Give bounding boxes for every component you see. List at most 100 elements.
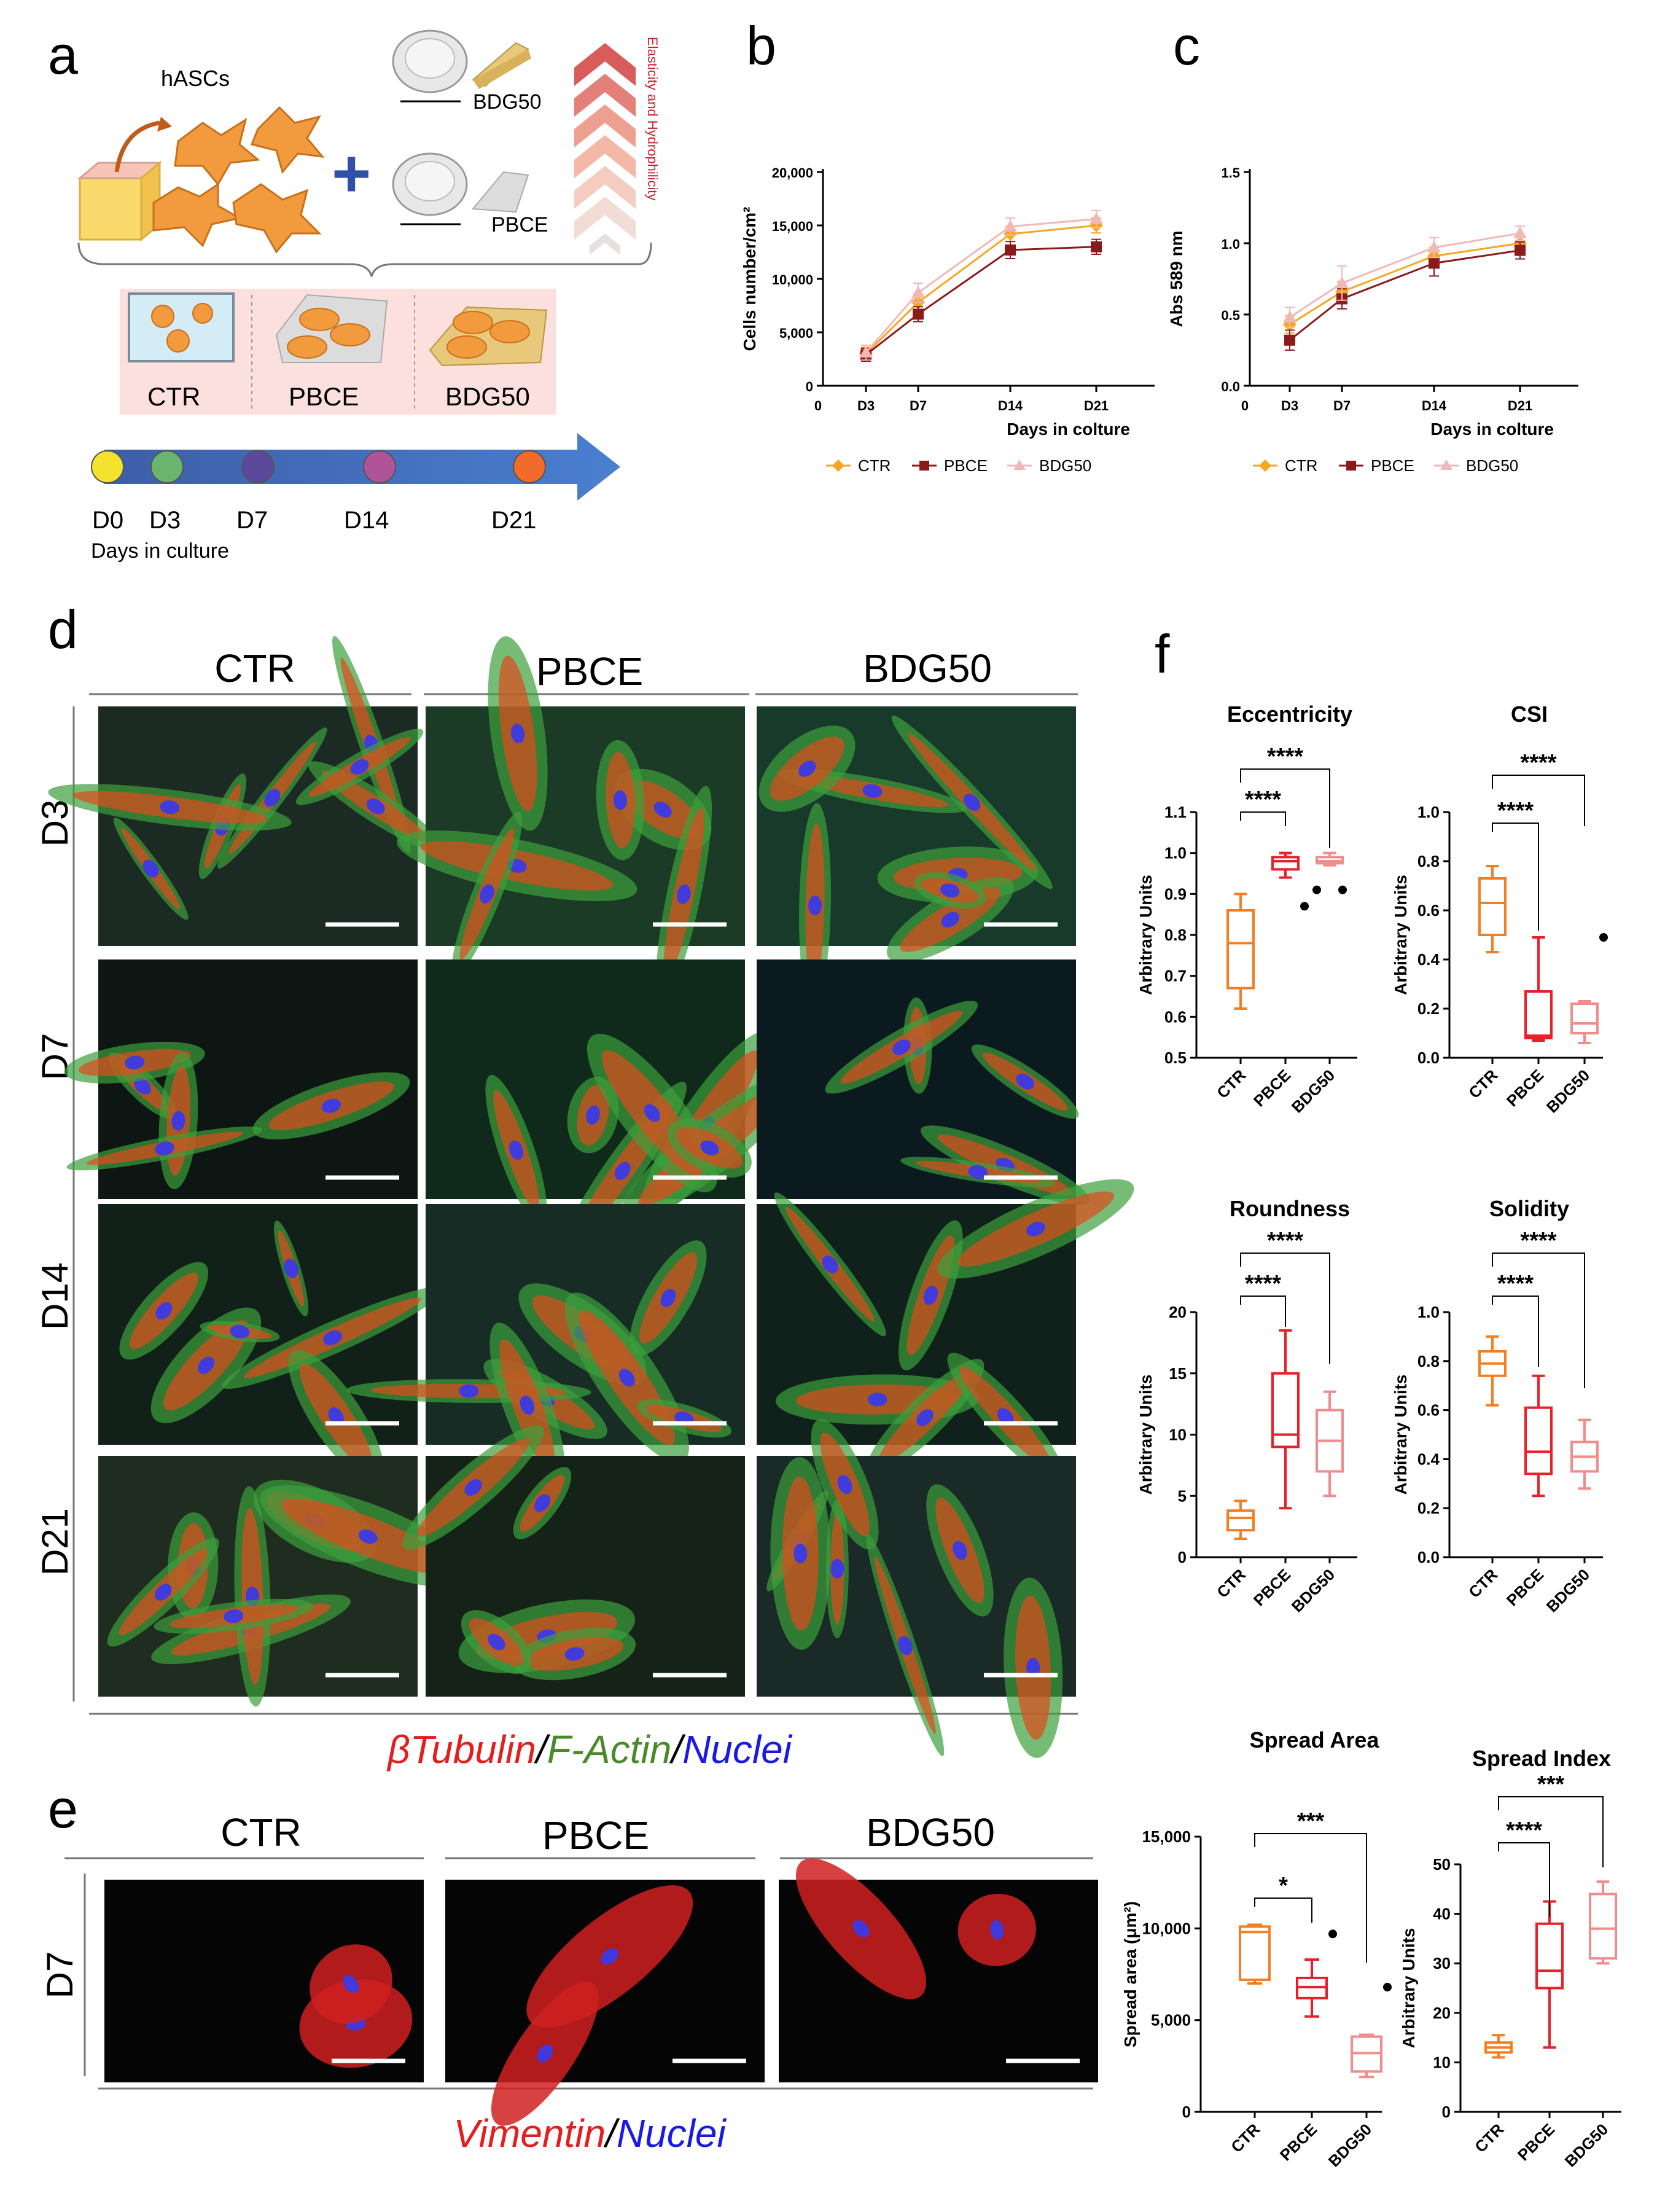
nucleus (1016, 1074, 1034, 1090)
micrograph-d14-bdg50 (757, 1179, 1134, 1481)
nucleus (830, 1558, 844, 1579)
x-axis-label: Days in colture (1007, 420, 1130, 439)
pbce-label: PBCE (491, 213, 548, 236)
significance-bracket (1240, 768, 1330, 848)
nucleus (990, 1920, 1004, 1940)
outlier-point (1300, 902, 1309, 911)
nucleus (459, 1384, 479, 1398)
y-tick-label: 10 (1433, 2053, 1451, 2071)
y-tick-label: 1.0 (1417, 1303, 1440, 1321)
pbce-seeded-icon (275, 294, 388, 363)
data-point-bdg50 (911, 286, 925, 298)
nucleus (644, 1104, 661, 1122)
legend-marker (1440, 459, 1452, 470)
box-ctr (1226, 1509, 1255, 1532)
significance-bracket (1240, 811, 1286, 826)
timeline-label-d14: D14 (344, 507, 389, 534)
outlier-point (1312, 885, 1321, 894)
y-tick-label: 50 (1433, 1855, 1451, 1874)
panel-d-col-bdg50: BDG50 (863, 646, 992, 690)
y-axis-label: Abs 589 nm (1167, 230, 1186, 327)
nucleus (852, 1920, 870, 1937)
series-line-bdg50 (1289, 232, 1521, 318)
y-tick-label: 0.6 (1164, 1007, 1187, 1026)
y-tick-label: 0.2 (1417, 1499, 1440, 1517)
micrograph-d14-ctr (98, 1204, 443, 1483)
box-pbce (1535, 1922, 1564, 1990)
outlier-point (1328, 1929, 1337, 1939)
nucleus (892, 1039, 911, 1055)
x-tick-label-bdg50: BDG50 (1288, 1565, 1339, 1616)
y-axis-label: Spread area (μm²) (1121, 1901, 1140, 2047)
micrograph-d14-pbce (346, 1204, 745, 1488)
group-label-ctr: CTR (147, 382, 200, 411)
significance-label: **** (1245, 787, 1281, 813)
nucleus (284, 1259, 298, 1278)
y-tick-label: 0.7 (1164, 967, 1187, 985)
panel-d-col-pbce: PBCE (536, 649, 643, 694)
y-tick-label: 10,000 (772, 272, 813, 287)
y-axis-label: Arbitrary Units (1136, 875, 1155, 995)
nucleus (862, 784, 883, 798)
x-tick-label: D7 (1333, 398, 1351, 413)
x-tick-label-bdg50: BDG50 (1288, 1066, 1339, 1117)
outlier-point (1383, 1982, 1392, 1991)
panel-b-chart: b 0 5,000 10,000 15,000 20,000 0 D3 D7 D14 D21 Days… (740, 15, 1155, 475)
x-tick-label-ctr: CTR (1213, 1565, 1249, 1601)
panel-e-col-bdg50: BDG50 (866, 1810, 995, 1854)
x-tick-label-pbce: PBCE (1503, 1066, 1547, 1110)
x-tick-label-bdg50: BDG50 (1561, 2120, 1612, 2171)
micrograph-d7-pbce (426, 959, 804, 1260)
x-tick-label-bdg50: BDG50 (1325, 2120, 1376, 2171)
data-point-bdg50 (1004, 219, 1017, 232)
legend-marker (1259, 459, 1271, 472)
nucleus (614, 1162, 631, 1180)
data-point-bdg50 (1090, 212, 1103, 224)
elasticity-label: Elasticity and Hydrophilicity (645, 37, 660, 201)
nucleus (160, 800, 180, 815)
y-tick-label: 15,000 (1142, 1827, 1191, 1846)
legend-label-ctr: CTR (858, 456, 891, 475)
x-tick-label-ctr: CTR (1471, 2120, 1507, 2156)
legend-label-ctr: CTR (1285, 456, 1317, 475)
timeline-label-d3: D3 (149, 507, 181, 534)
y-tick-label: 0.5 (1221, 308, 1240, 323)
nucleus (793, 1543, 808, 1563)
nucleus (564, 1647, 585, 1661)
panel-e-col-ctr: CTR (220, 1810, 302, 1854)
micrograph-d7-ctr (64, 959, 418, 1199)
group-label-pbce: PBCE (289, 382, 359, 411)
caption-actin: F-Actin (547, 1727, 672, 1772)
nucleus (677, 884, 691, 904)
significance-label: **** (1506, 1818, 1542, 1843)
caption-vimentin: Vimentin (453, 2111, 606, 2155)
nucleus (511, 724, 525, 743)
nucleus (154, 1584, 172, 1601)
x-tick-label: D3 (857, 398, 875, 413)
nucleus (520, 1395, 535, 1415)
nucleus (534, 1494, 550, 1512)
nucleus (134, 1077, 151, 1095)
y-tick-label: 0.9 (1164, 885, 1187, 903)
panel-e-letter: e (48, 1778, 78, 1839)
significance-bracket (1240, 1296, 1286, 1327)
significance-bracket (1254, 1833, 1367, 1963)
y-axis-label: Arbitrary Units (1136, 1374, 1155, 1495)
y-tick-label: 0.6 (1417, 1401, 1440, 1420)
panel-e-col-pbce: PBCE (542, 1813, 649, 1858)
chart-title: Spread Area (1250, 1727, 1380, 1753)
panel-d-row-d14: D14 (34, 1262, 76, 1330)
nucleus (366, 798, 385, 815)
nucleus (328, 1407, 344, 1426)
y-tick-label: 0 (806, 379, 813, 394)
data-point-pbce (1091, 241, 1102, 252)
nucleus (197, 1356, 215, 1374)
significance-label: * (1279, 1873, 1288, 1899)
panel-d: d CTR PBCE BDG50 D3 D7 D14 D21 βTubulin/… (34, 599, 1134, 1772)
chart-title: Roundness (1230, 1196, 1350, 1221)
group-label-bdg50: BDG50 (445, 382, 530, 411)
data-point-bdg50 (859, 346, 873, 358)
nucleus (618, 1369, 635, 1387)
series-line-pbce (865, 246, 1097, 356)
